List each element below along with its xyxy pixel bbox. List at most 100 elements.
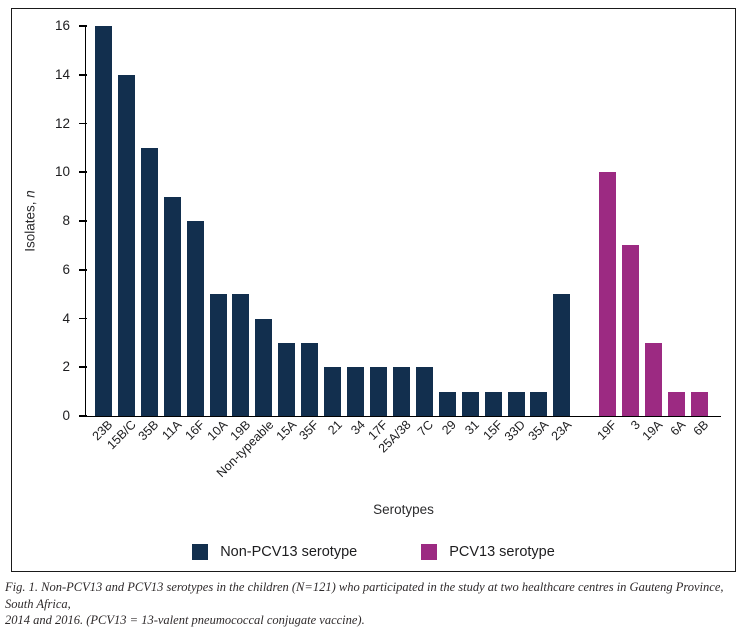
bar-17F bbox=[370, 367, 388, 416]
y-tick-label: 0 bbox=[62, 408, 70, 423]
bar-group-gap bbox=[573, 26, 596, 416]
bar-slot: 19B bbox=[227, 26, 253, 443]
bar-25A/38 bbox=[392, 367, 410, 416]
bar-slot: 19A bbox=[640, 26, 666, 443]
bar-slot: 25A/38 bbox=[376, 26, 413, 456]
bar-33D bbox=[507, 391, 525, 416]
x-tick-label: 35B bbox=[135, 417, 162, 444]
legend: Non-PCV13 serotype PCV13 serotype bbox=[12, 544, 735, 560]
x-tick-label: 21 bbox=[324, 417, 345, 438]
x-tick-label: 7C bbox=[415, 417, 437, 439]
x-tick-label: 15A bbox=[273, 417, 299, 444]
bars: 23B 15B/C 35B 11A 16F 10A 19B Non-typeable 15A 35… bbox=[86, 26, 721, 480]
y-tick-mark bbox=[79, 25, 87, 27]
bar-slot: 23B bbox=[90, 26, 115, 443]
bar-35F bbox=[301, 342, 319, 416]
legend-swatch bbox=[421, 544, 438, 560]
bar-19F bbox=[599, 172, 617, 416]
figure-box: Isolates, n 0 2 4 6 8 10 12 14 16 23B 15B/C 35B 11A… bbox=[11, 8, 736, 572]
y-tick-mark bbox=[79, 122, 87, 125]
y-tick-mark bbox=[79, 73, 87, 76]
x-tick-label: 23A bbox=[548, 417, 574, 444]
legend-item: Non-PCV13 serotype bbox=[192, 544, 357, 560]
y-tick-label: 4 bbox=[62, 310, 70, 326]
bar-7C bbox=[415, 367, 433, 416]
bar-slot: 15F bbox=[480, 26, 505, 443]
y-tick-label: 12 bbox=[54, 115, 70, 131]
bar-10A bbox=[209, 294, 227, 416]
bar-3 bbox=[622, 245, 640, 416]
x-tick-label: 10A bbox=[204, 417, 231, 444]
bar-16F bbox=[186, 221, 204, 416]
bar-slot: 21 bbox=[321, 26, 345, 437]
bar-slot: 3 bbox=[619, 26, 643, 432]
bar-slot: 11A bbox=[159, 26, 184, 443]
legend-label: PCV13 serotype bbox=[449, 544, 555, 560]
caption-line-2: 2014 and 2016. (PCV13 = 13-valent pneumo… bbox=[5, 613, 365, 627]
x-tick-label: 33D bbox=[501, 417, 529, 444]
bar-6B bbox=[690, 391, 708, 416]
y-tick-mark bbox=[79, 268, 87, 271]
bar-slot: 17F bbox=[365, 26, 391, 443]
bar-slot: 15B/C bbox=[104, 26, 138, 452]
bar-slot: 10A bbox=[204, 26, 230, 443]
x-tick-label: 11A bbox=[159, 417, 185, 443]
bar-slot: 35F bbox=[297, 26, 322, 443]
legend-swatch bbox=[192, 544, 209, 560]
bar-slot: 29 bbox=[436, 26, 459, 437]
x-axis-title: Serotypes bbox=[373, 502, 434, 517]
bar-slot: 6B bbox=[688, 26, 711, 438]
bar-slot: 15A bbox=[273, 26, 299, 443]
bar-Non-typeable bbox=[255, 318, 273, 416]
bar-19A bbox=[645, 342, 663, 416]
x-tick-label: 15F bbox=[480, 417, 506, 443]
bar-29 bbox=[438, 391, 456, 416]
bar-34 bbox=[347, 367, 365, 416]
bar-23A bbox=[553, 294, 571, 416]
bar-19B bbox=[232, 294, 250, 416]
plot-area: Isolates, n 0 2 4 6 8 10 12 14 16 23B 15B/C 35B 11A… bbox=[23, 18, 721, 517]
x-tick-label: 19A bbox=[639, 417, 666, 444]
x-tick-label: 35F bbox=[296, 417, 322, 443]
x-tick-label: 19F bbox=[594, 417, 620, 443]
bar-31 bbox=[461, 391, 479, 416]
y-tick-mark bbox=[79, 220, 87, 222]
y-tick-label: 10 bbox=[54, 164, 70, 180]
bar-slot: 35A bbox=[525, 26, 551, 443]
x-tick-label: 16F bbox=[182, 417, 208, 443]
bar-11A bbox=[163, 196, 181, 416]
x-tick-label: 3 bbox=[627, 417, 643, 433]
x-tick-label: 6A bbox=[667, 417, 689, 439]
bar-slot: 31 bbox=[459, 26, 482, 437]
y-axis-title-text: Isolates, bbox=[22, 197, 38, 252]
bar-15B/C bbox=[117, 74, 135, 416]
y-tick-label: 16 bbox=[54, 18, 70, 33]
y-tick-label: 8 bbox=[62, 213, 70, 228]
bar-21 bbox=[324, 367, 342, 416]
bar-slot: 7C bbox=[413, 26, 436, 439]
bar-slot: 19F bbox=[595, 26, 620, 443]
y-tick-mark bbox=[79, 317, 87, 320]
bar-slot: 35B bbox=[136, 26, 161, 443]
caption-line-1: Fig. 1. Non-PCV13 and PCV13 serotypes in… bbox=[5, 580, 724, 611]
bar-15A bbox=[278, 342, 296, 416]
x-tick-label: 6B bbox=[690, 417, 712, 439]
bar-slot: Non-typeable bbox=[213, 26, 276, 480]
y-axis-title: Isolates, n bbox=[23, 190, 38, 252]
bar-35B bbox=[140, 147, 158, 416]
bar-35A bbox=[530, 391, 548, 416]
bar-15F bbox=[484, 391, 502, 416]
legend-label: Non-PCV13 serotype bbox=[220, 544, 358, 560]
x-tick-label: 34 bbox=[347, 417, 368, 438]
bar-23B bbox=[94, 26, 112, 416]
y-tick-mark bbox=[79, 415, 87, 417]
y-tick-mark bbox=[79, 171, 87, 174]
y-tick-label: 2 bbox=[62, 359, 70, 375]
y-axis-title-italic-n: n bbox=[22, 190, 38, 198]
bar-slot: 23A bbox=[548, 26, 574, 443]
y-tick-mark bbox=[79, 366, 87, 369]
x-tick-label: 29 bbox=[439, 417, 460, 438]
y-tick-label: 14 bbox=[54, 66, 70, 82]
x-tick-label: 35A bbox=[525, 417, 552, 444]
bar-slot: 33D bbox=[502, 26, 528, 444]
